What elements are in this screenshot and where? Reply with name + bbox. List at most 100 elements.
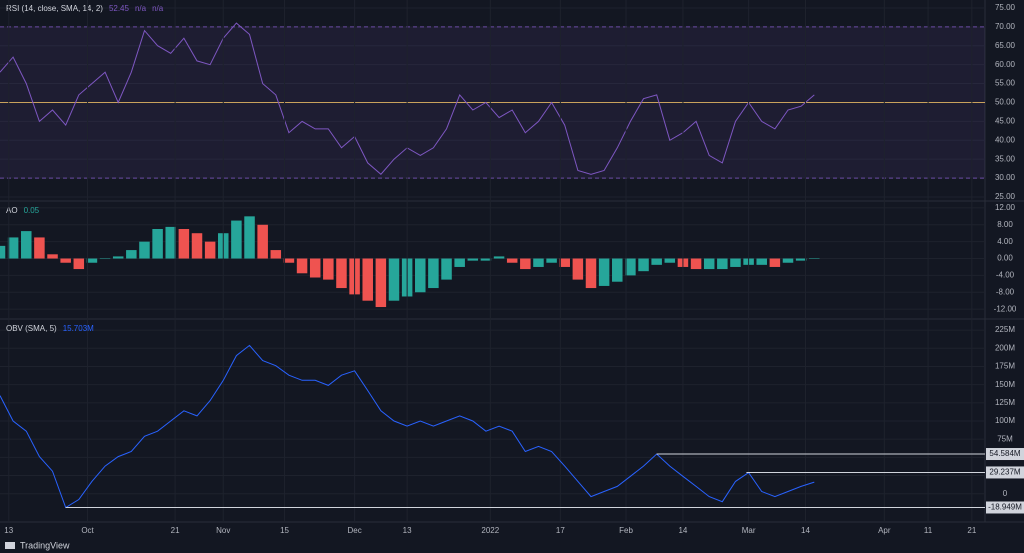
ao-bar (323, 258, 334, 280)
x-tick-label: 2022 (481, 526, 499, 535)
y-tick-label: 50.00 (995, 98, 1016, 107)
y-tick-label: 4.00 (997, 237, 1013, 246)
ao-bar (428, 258, 439, 289)
y-tick-label: 45.00 (995, 116, 1016, 125)
ao-bar (244, 216, 255, 259)
level-label: 54.584M (989, 449, 1020, 458)
ao-bar (86, 258, 98, 263)
ao-bar (638, 258, 649, 272)
ao-bar (178, 228, 190, 259)
ao-bar (664, 258, 676, 263)
legend-value: n/a (135, 4, 147, 13)
y-tick-label: 65.00 (995, 41, 1016, 50)
y-tick-label: 0 (1003, 489, 1008, 498)
x-tick-label: Apr (878, 526, 891, 535)
ao-bar (296, 258, 308, 274)
x-tick-label: Nov (216, 526, 230, 535)
ao-bar (717, 258, 728, 270)
ao-bar (336, 258, 347, 289)
ao-bar (612, 258, 623, 282)
y-tick-label: 0.00 (997, 254, 1013, 263)
ao-bar (60, 258, 71, 263)
x-tick-label: 14 (801, 526, 810, 535)
ao-bar (454, 258, 465, 267)
indicator-line (0, 344, 815, 509)
ao-bar (467, 258, 479, 261)
ao-bar (572, 258, 584, 280)
ao-bar (270, 250, 282, 259)
y-tick-label: -12.00 (994, 304, 1017, 313)
ao-bar (73, 258, 85, 270)
y-tick-label: 25.00 (995, 192, 1016, 201)
ao-bar (34, 237, 45, 259)
ao-bar (257, 224, 268, 259)
x-tick-label: 11 (924, 526, 933, 535)
legend-value: 52.45 (109, 4, 130, 13)
ao-bar (809, 258, 820, 259)
ao-bar (480, 258, 492, 261)
ao-bar (388, 258, 400, 301)
ao-bar (769, 258, 781, 267)
y-tick-label: 175M (995, 362, 1015, 371)
x-tick-label: 21 (171, 526, 180, 535)
y-tick-label: 200M (995, 343, 1015, 352)
y-tick-label: -8.00 (996, 287, 1015, 296)
x-tick-label: 15 (280, 526, 289, 535)
ao-bar (559, 258, 570, 267)
ao-bar (283, 258, 295, 263)
ao-bar (231, 220, 242, 259)
x-tick-label: 14 (678, 526, 687, 535)
ao-bar (756, 258, 767, 265)
y-tick-label: 70.00 (995, 22, 1016, 31)
y-tick-label: 225M (995, 325, 1015, 334)
ao-bar (139, 241, 150, 259)
ao-bar (204, 241, 216, 259)
level-label: 29.237M (989, 468, 1020, 477)
ao-bar (99, 258, 111, 260)
ao-bar (441, 258, 452, 280)
ao-bar (651, 258, 662, 265)
x-tick-label: Feb (619, 526, 633, 535)
ao-bar (47, 254, 58, 259)
pane-title: RSI (14, close, SMA, 14, 2) (6, 4, 103, 13)
ao-bar (126, 250, 137, 259)
ao-bar (546, 258, 557, 263)
y-tick-label: 60.00 (995, 60, 1016, 69)
ao-bar (690, 258, 702, 270)
ao-bar (21, 231, 32, 259)
ao-bar (493, 256, 505, 259)
ao-bar (112, 256, 124, 259)
ao-bar (506, 258, 518, 263)
ao-bar (362, 258, 373, 301)
ao-bar (152, 228, 163, 259)
ao-bar (415, 258, 426, 293)
x-tick-label: Oct (81, 526, 94, 535)
ao-bar (165, 226, 176, 259)
x-tick-label: 21 (967, 526, 976, 535)
brand-logo (5, 542, 15, 549)
x-tick-label: 13 (4, 526, 13, 535)
y-tick-label: 35.00 (995, 154, 1016, 163)
pane-title: AO (6, 206, 18, 215)
legend-value: 15.703M (63, 324, 94, 333)
y-tick-label: 30.00 (995, 173, 1016, 182)
x-tick-label: 13 (403, 526, 412, 535)
ao-bar (795, 258, 807, 261)
ao-bar (533, 258, 544, 267)
x-tick-label: 17 (556, 526, 565, 535)
y-tick-label: 8.00 (997, 220, 1013, 229)
ao-bar (598, 258, 610, 286)
ao-bar (191, 233, 203, 259)
y-tick-label: 40.00 (995, 135, 1016, 144)
x-tick-label: Dec (347, 526, 361, 535)
level-label-box (986, 448, 1024, 461)
ao-bar (730, 258, 741, 267)
ao-bar (375, 258, 387, 308)
level-label-box (986, 501, 1024, 514)
y-tick-label: 150M (995, 380, 1015, 389)
ao-bar (782, 258, 794, 263)
ao-bar (520, 258, 531, 270)
y-tick-label: -4.00 (996, 271, 1015, 280)
ao-bar (309, 258, 321, 278)
